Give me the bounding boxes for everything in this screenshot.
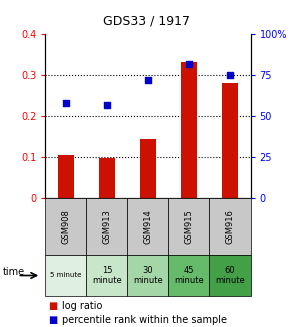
Bar bbox=[222, 83, 238, 198]
Text: ■: ■ bbox=[48, 316, 58, 325]
Text: 5 minute: 5 minute bbox=[50, 272, 82, 279]
Text: 45
minute: 45 minute bbox=[174, 266, 204, 285]
Bar bbox=[181, 62, 197, 198]
Text: GSM914: GSM914 bbox=[144, 209, 152, 244]
Text: 15
minute: 15 minute bbox=[92, 266, 122, 285]
Text: GSM908: GSM908 bbox=[62, 209, 70, 244]
Text: 30
minute: 30 minute bbox=[133, 266, 163, 285]
Bar bbox=[140, 139, 156, 198]
Text: log ratio: log ratio bbox=[62, 301, 102, 311]
Point bbox=[146, 77, 150, 83]
Text: GSM916: GSM916 bbox=[226, 209, 234, 244]
Text: GSM913: GSM913 bbox=[103, 209, 111, 244]
Point bbox=[64, 100, 68, 106]
Text: 60
minute: 60 minute bbox=[215, 266, 245, 285]
Point bbox=[187, 61, 191, 66]
Text: percentile rank within the sample: percentile rank within the sample bbox=[62, 316, 226, 325]
Text: GDS33 / 1917: GDS33 / 1917 bbox=[103, 15, 190, 28]
Text: time: time bbox=[3, 267, 25, 277]
Text: ■: ■ bbox=[48, 301, 58, 311]
Bar bbox=[58, 155, 74, 198]
Point bbox=[228, 73, 232, 78]
Bar bbox=[99, 158, 115, 198]
Point bbox=[105, 102, 109, 107]
Text: GSM915: GSM915 bbox=[185, 209, 193, 244]
